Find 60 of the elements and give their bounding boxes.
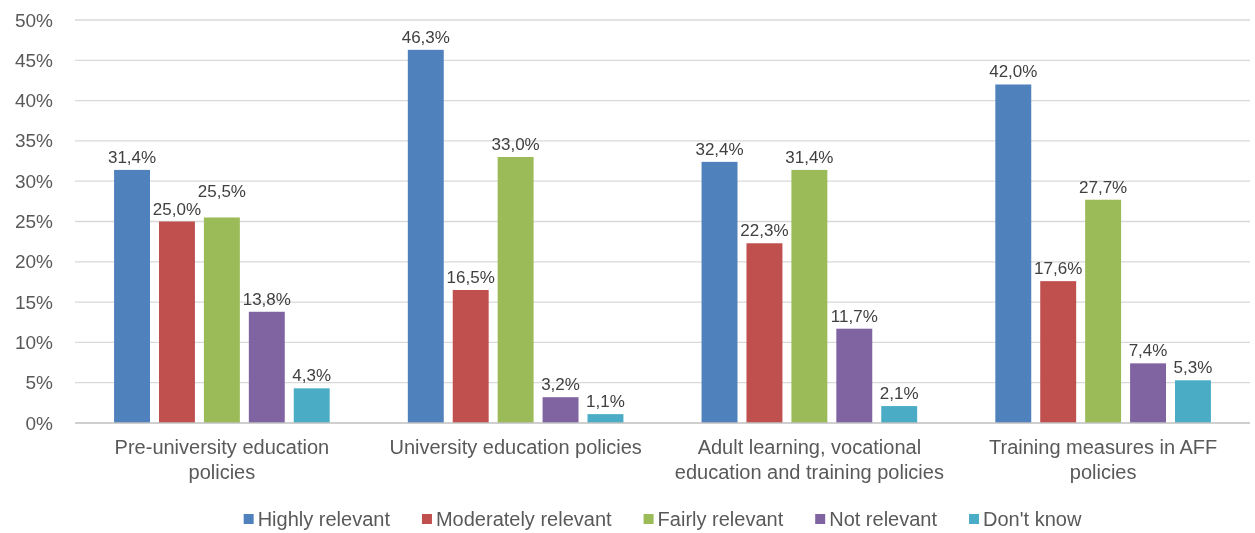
y-tick-label: 50% [14, 9, 54, 31]
data-label: 42,0% [989, 62, 1038, 82]
legend-label: Fairly relevant [657, 508, 784, 530]
bar [158, 221, 195, 423]
data-label: 11,7% [830, 306, 878, 326]
x-tick-label: Training measures in AFF policies [989, 436, 1218, 483]
bar [114, 169, 150, 423]
data-label: 2,1% [879, 384, 919, 404]
bar [701, 161, 738, 423]
data-label: 46,3% [401, 27, 450, 47]
y-tick-label: 30% [14, 170, 54, 192]
data-label: 17,6% [1034, 259, 1083, 279]
data-label: 27,7% [1079, 177, 1128, 197]
bar [1175, 380, 1211, 423]
x-tick-label: Pre-university education policies [114, 436, 330, 483]
data-label: 3,2% [541, 375, 580, 395]
data-label: 32,4% [695, 139, 744, 159]
y-tick-label: 45% [14, 49, 54, 71]
bar [1040, 281, 1077, 423]
bar [542, 397, 579, 423]
data-label: 22,3% [740, 221, 789, 241]
data-label: 1,1% [586, 392, 625, 412]
y-tick-label: 35% [14, 130, 54, 152]
bar [995, 84, 1032, 423]
bar [746, 243, 783, 423]
x-tick-label: University education policies [389, 436, 642, 458]
y-tick-label: 5% [25, 372, 54, 394]
x-tick-label: Adult learning, vocational education and training policies [674, 436, 944, 483]
bar [881, 406, 918, 423]
legend-label: Don't know [983, 508, 1082, 530]
legend-label: Highly relevant [257, 508, 391, 530]
data-label: 16,5% [446, 268, 495, 288]
bar [452, 290, 489, 423]
y-tick-label: 10% [14, 331, 54, 353]
bar [836, 328, 873, 423]
data-label: 5,3% [1173, 358, 1213, 378]
data-label: 25,0% [152, 199, 202, 219]
bar [497, 157, 534, 423]
bar [203, 217, 240, 423]
bar [248, 311, 285, 423]
legend-label: Not relevant [829, 508, 938, 530]
y-tick-label: 40% [14, 90, 54, 112]
bar [587, 414, 624, 423]
bar [791, 169, 828, 423]
data-label: 4,3% [292, 366, 332, 386]
y-tick-label: 20% [14, 251, 54, 273]
y-tick-label: 25% [14, 211, 54, 232]
bar [293, 388, 330, 423]
data-label: 31,4% [107, 147, 157, 167]
data-label: 33,0% [491, 135, 540, 155]
data-label: 25,5% [197, 181, 246, 201]
y-tick-label: 0% [25, 412, 54, 434]
bar [1085, 199, 1122, 423]
bar [1130, 363, 1167, 423]
data-label: 13,8% [242, 289, 291, 309]
bar [407, 49, 444, 423]
y-tick-label: 15% [14, 291, 54, 313]
data-label: 7,4% [1128, 341, 1168, 361]
data-label: 31,4% [785, 147, 834, 167]
legend-label: Moderately relevant [435, 508, 613, 530]
